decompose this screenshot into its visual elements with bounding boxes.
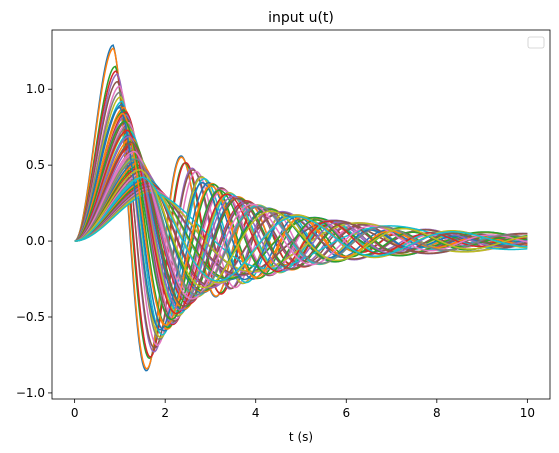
x-tick-label: 4 (252, 406, 260, 420)
x-tick-label: 8 (433, 406, 441, 420)
y-tick-label: 0.0 (26, 234, 45, 248)
x-axis-label: t (s) (289, 430, 313, 444)
y-tick-label: 0.5 (26, 158, 45, 172)
x-tick-label: 0 (71, 406, 79, 420)
x-tick-label: 6 (342, 406, 350, 420)
y-tick-label: −1.0 (16, 386, 45, 400)
legend-box (528, 37, 544, 48)
x-axis: 0 2 4 6 8 10 (71, 399, 535, 420)
x-tick-label: 2 (161, 406, 169, 420)
x-tick-label: 10 (520, 406, 535, 420)
chart-title: input u(t) (268, 10, 334, 26)
plot-frame (52, 30, 550, 399)
y-tick-label: 1.0 (26, 82, 45, 96)
series-layer (75, 45, 528, 370)
y-axis: −1.0 −0.5 0.0 0.5 1.0 (16, 82, 52, 400)
y-tick-label: −0.5 (16, 310, 45, 324)
